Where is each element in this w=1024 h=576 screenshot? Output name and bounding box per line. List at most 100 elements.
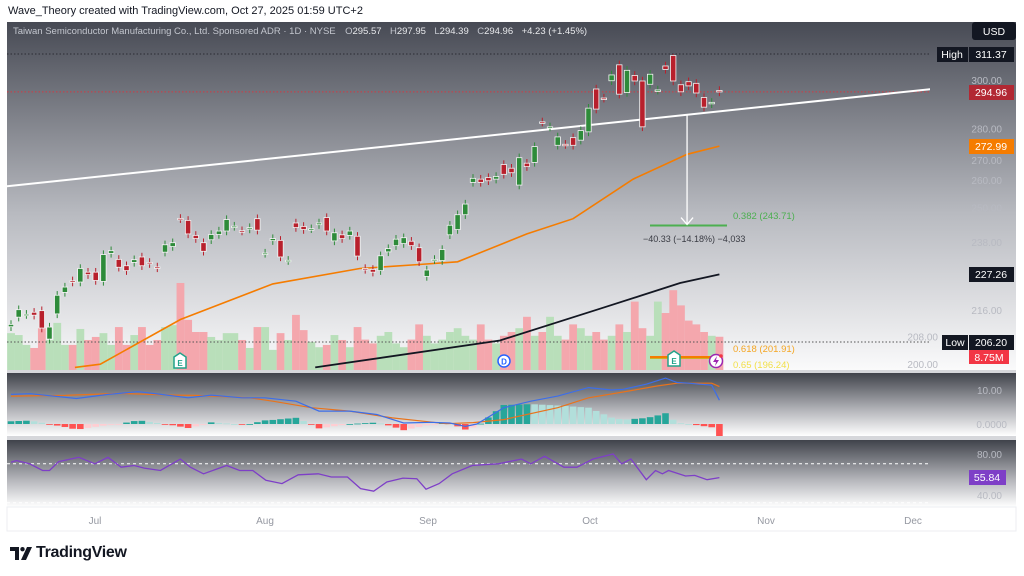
macd-histogram-bar: [669, 419, 677, 424]
volume-bar: [407, 339, 416, 370]
svg-text:USD: USD: [983, 26, 1006, 38]
volume-bar: [84, 339, 92, 370]
macd-histogram-bar: [616, 418, 623, 424]
main-pane[interactable]: [7, 22, 1016, 370]
macd-histogram-bar: [323, 424, 330, 428]
lightning-event-icon[interactable]: [708, 353, 724, 369]
candle-body: [54, 294, 61, 315]
macd-histogram-bar: [146, 421, 153, 424]
candle: [531, 142, 538, 167]
ema-tag: 272.99: [969, 139, 1014, 154]
dividend-marker[interactable]: D: [497, 354, 511, 368]
macd-histogram-bar: [238, 424, 246, 425]
candle-body: [623, 69, 631, 93]
candle-body: [570, 137, 577, 146]
macd-histogram-bar: [585, 407, 592, 424]
candle-body: [269, 238, 276, 242]
tradingview-logo[interactable]: TradingView: [10, 544, 127, 562]
candle: [69, 276, 76, 287]
volume-bar: [453, 328, 462, 370]
candle-body: [84, 271, 92, 276]
candle: [677, 80, 685, 97]
macd-histogram-bar: [200, 424, 207, 425]
candle-body: [192, 234, 199, 239]
candle: [662, 61, 669, 74]
candle: [223, 215, 230, 236]
rsi-pane[interactable]: [7, 440, 1016, 507]
candle-body: [30, 311, 38, 316]
svg-text:55.84: 55.84: [974, 472, 1000, 484]
svg-text:Low: Low: [945, 337, 965, 349]
candle-body: [208, 234, 215, 241]
measure-arrow-head: [680, 217, 694, 226]
volume-bar: [492, 343, 501, 370]
candle-body: [685, 81, 692, 87]
macd-histogram-bar: [207, 422, 215, 424]
earnings-marker[interactable]: E: [173, 352, 187, 369]
volume-bar: [230, 333, 239, 370]
candle-body: [716, 90, 723, 93]
macd-histogram-bar: [215, 422, 223, 424]
candle: [15, 305, 22, 322]
candle-body: [462, 203, 469, 216]
candle-body: [184, 219, 192, 235]
candle-body: [154, 266, 161, 269]
macd-histogram-bar: [415, 424, 423, 427]
candle: [385, 244, 392, 257]
candle: [570, 133, 577, 150]
svg-text:E: E: [671, 357, 677, 366]
macd-histogram-bar: [300, 420, 307, 424]
volume-bar: [7, 333, 15, 370]
price-axis-label: 300.00: [971, 76, 1002, 87]
candle-body: [708, 101, 715, 105]
candle-body: [516, 157, 523, 186]
candle: [323, 213, 330, 236]
macd-histogram-bar: [61, 424, 69, 427]
usd-button[interactable]: USD: [972, 22, 1016, 40]
macd-histogram-bar: [277, 419, 284, 424]
macd-histogram-bar: [130, 421, 138, 424]
svg-text:272.99: 272.99: [975, 141, 1007, 153]
volume-bar: [446, 332, 454, 370]
candle-body: [108, 250, 115, 254]
macd-histogram-bar: [92, 424, 99, 427]
volume-bar: [153, 339, 162, 370]
macd-histogram-bar: [46, 424, 53, 425]
candle: [454, 210, 461, 234]
volume-bar: [45, 339, 54, 370]
change-value: +4.23 (+1.45%): [522, 26, 588, 37]
macd-histogram-bar: [192, 424, 200, 427]
volume-bar: [399, 347, 408, 370]
macd-pane[interactable]: [7, 373, 1016, 436]
volume-bar: [68, 344, 77, 370]
candle: [92, 267, 99, 285]
volume-bar: [176, 282, 185, 370]
rsi-line: [10, 453, 720, 492]
time-axis[interactable]: [6, 506, 1017, 532]
volume-bar: [653, 301, 662, 370]
pane-divider[interactable]: [7, 436, 1016, 440]
candle-body: [146, 262, 153, 265]
candle-body: [369, 269, 377, 273]
pane-divider[interactable]: [7, 370, 1016, 373]
svg-text:206.20: 206.20: [975, 337, 1007, 349]
volume-bar: [392, 343, 400, 370]
volume-bar: [292, 314, 300, 370]
candle-body: [577, 130, 584, 141]
candle-body: [477, 178, 484, 183]
candle: [46, 322, 53, 344]
candle-body: [261, 252, 269, 255]
candle-body: [554, 136, 561, 146]
candle: [539, 117, 546, 127]
macd-histogram-bar: [539, 404, 546, 424]
volume-bar: [461, 335, 470, 370]
fib-382-label: 0.382 (243.71): [733, 211, 795, 222]
candle: [300, 222, 307, 234]
candle-body: [285, 259, 292, 263]
earnings-marker[interactable]: E: [667, 350, 681, 367]
fib-618-label: 0.618 (201.91): [733, 344, 795, 355]
macd-histogram-bar: [377, 423, 384, 425]
candle-body: [608, 74, 615, 82]
candle-body: [693, 82, 700, 94]
